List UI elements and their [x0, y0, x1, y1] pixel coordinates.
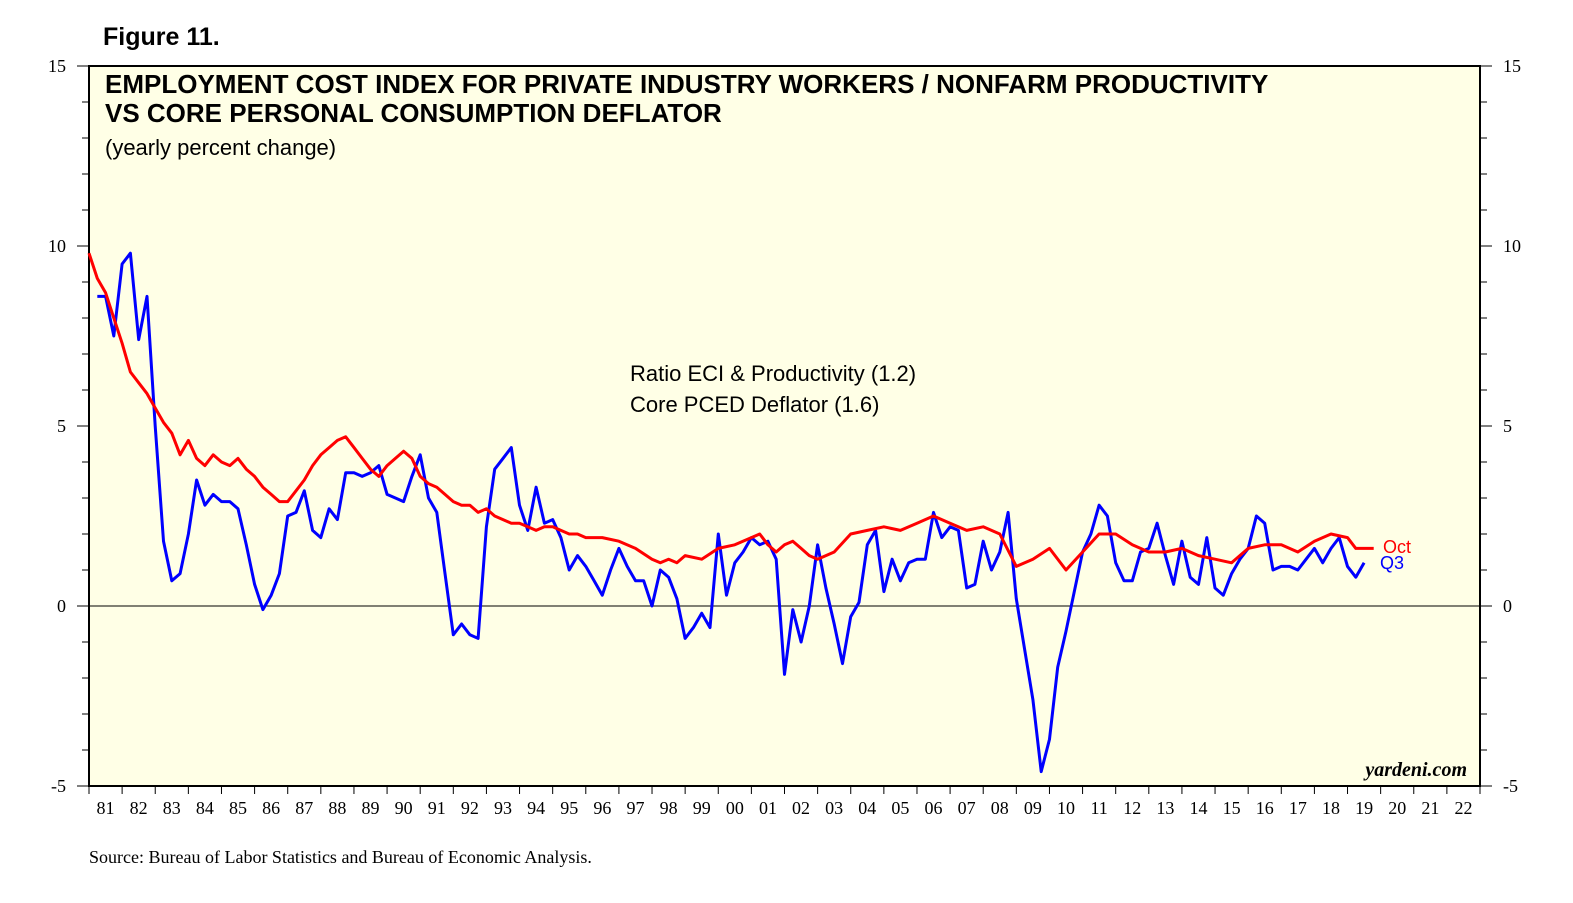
- x-tick-label: 95: [560, 798, 578, 818]
- y-tick-label-left: 0: [57, 596, 66, 616]
- x-tick-label: 99: [693, 798, 711, 818]
- x-tick-label: 90: [395, 798, 413, 818]
- x-tick-label: 15: [1223, 798, 1241, 818]
- x-tick-label: 87: [295, 798, 313, 818]
- y-tick-label-left: -5: [51, 776, 66, 796]
- chart-subtitle: (yearly percent change): [105, 135, 336, 160]
- x-tick-label: 05: [891, 798, 909, 818]
- y-tick-label-left: 10: [48, 236, 66, 256]
- y-tick-label-right: 10: [1503, 236, 1521, 256]
- x-tick-label: 17: [1289, 798, 1307, 818]
- x-tick-label: 16: [1256, 798, 1274, 818]
- series-line-eci-productivity: [97, 251, 1366, 774]
- series-end-label-eci: Q3: [1380, 553, 1404, 573]
- x-tick-label: 20: [1388, 798, 1406, 818]
- x-tick-label: 22: [1454, 798, 1472, 818]
- chart-title-line-2: VS CORE PERSONAL CONSUMPTION DEFLATOR: [105, 98, 722, 128]
- x-tick-label: 97: [626, 798, 644, 818]
- watermark: yardeni.com: [1363, 759, 1467, 781]
- y-tick-label-right: 15: [1503, 56, 1521, 76]
- y-tick-label-right: 5: [1503, 416, 1512, 436]
- x-tick-label: 13: [1156, 798, 1174, 818]
- y-tick-label-right: 0: [1503, 596, 1512, 616]
- x-tick-label: 00: [726, 798, 744, 818]
- x-tick-label: 04: [858, 798, 876, 818]
- plot-area: [88, 65, 1481, 787]
- x-tick-label: 03: [825, 798, 843, 818]
- x-tick-label: 91: [428, 798, 446, 818]
- x-tick-label: 02: [792, 798, 810, 818]
- legend-eci: Ratio ECI & Productivity (1.2): [630, 361, 916, 386]
- legend-pced: Core PCED Deflator (1.6): [630, 392, 879, 417]
- x-tick-label: 09: [1024, 798, 1042, 818]
- x-tick-label: 94: [527, 798, 545, 818]
- x-tick-label: 06: [925, 798, 943, 818]
- x-tick-label: 12: [1123, 798, 1141, 818]
- series-end-label-core-pced: Oct: [1383, 537, 1411, 557]
- x-tick-label: 96: [593, 798, 611, 818]
- figure-label: Figure 11.: [103, 23, 220, 51]
- x-tick-label: 89: [362, 798, 380, 818]
- x-tick-label: 21: [1421, 798, 1439, 818]
- chart-title-line-1: EMPLOYMENT COST INDEX FOR PRIVATE INDUST…: [105, 69, 1268, 99]
- x-tick-label: 11: [1090, 798, 1107, 818]
- x-tick-label: 88: [328, 798, 346, 818]
- x-tick-label: 10: [1057, 798, 1075, 818]
- x-tick-label: 98: [660, 798, 678, 818]
- source-note: Source: Bureau of Labor Statistics and B…: [89, 847, 592, 867]
- x-tick-label: 84: [196, 798, 214, 818]
- x-tick-label: 83: [163, 798, 181, 818]
- x-tick-label: 93: [494, 798, 512, 818]
- series-line-core-pced: [87, 252, 1374, 572]
- x-tick-label: 01: [759, 798, 777, 818]
- x-axis: 81 82 83 84 85 86 87 88 89 90 91 92 93 94 95 96 97 98 99 00…: [88, 786, 1481, 818]
- y-tick-label-left: 15: [48, 56, 66, 76]
- x-tick-label: 82: [130, 798, 148, 818]
- x-tick-label: 08: [991, 798, 1009, 818]
- x-tick-label: 14: [1189, 798, 1207, 818]
- x-tick-label: 81: [97, 798, 115, 818]
- y-axis-left: 15 10 5 0 -5: [48, 56, 89, 796]
- y-tick-label-left: 5: [57, 416, 66, 436]
- y-axis-right: 15 10 5 0 -5: [1480, 56, 1521, 796]
- x-tick-label: 86: [262, 798, 280, 818]
- y-tick-label-right: -5: [1503, 776, 1518, 796]
- x-tick-label: 85: [229, 798, 247, 818]
- x-tick-label: 18: [1322, 798, 1340, 818]
- x-tick-label: 07: [958, 798, 976, 818]
- x-tick-label: 92: [461, 798, 479, 818]
- x-tick-label: 19: [1355, 798, 1373, 818]
